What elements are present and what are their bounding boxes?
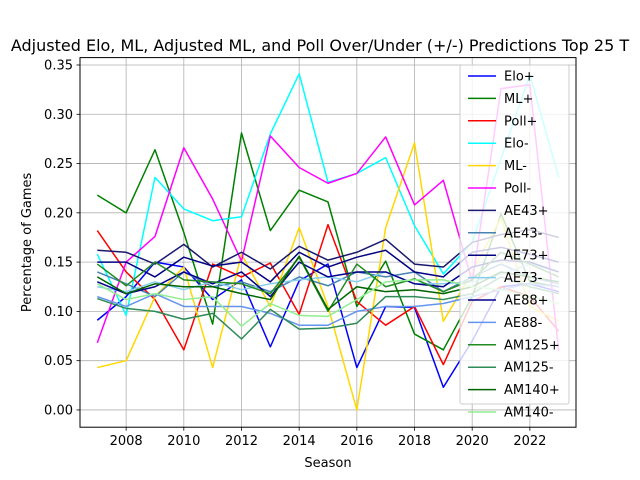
y-axis-label: Percentage of Games [20, 172, 35, 312]
legend-label: AM140- [504, 406, 554, 421]
x-tick-label: 2018 [398, 434, 431, 449]
x-axis-label: Season [304, 456, 351, 471]
legend-label: AE43+ [504, 204, 549, 219]
legend-label: AM125+ [504, 338, 560, 353]
legend: Elo+ ML+ Poll+ Elo- ML- Poll- AE43+ AE43- AE73+ A… [459, 64, 570, 421]
chart-title: Adjusted Elo, ML, Adjusted ML, and Poll … [11, 36, 630, 55]
legend-label: AE73- [504, 271, 543, 286]
y-tick-label: 0.20 [44, 206, 73, 221]
y-tick-label: 0.30 [44, 108, 73, 123]
x-tick-label: 2012 [225, 434, 258, 449]
legend-label: ML+ [504, 92, 533, 107]
legend-label: AE88+ [504, 294, 549, 309]
plot-frame [79, 57, 577, 428]
y-tick-label: 0.05 [44, 354, 73, 369]
legend-label: AE88- [504, 316, 543, 331]
legend-label: ML- [504, 159, 527, 174]
legend-label: AM125- [504, 361, 554, 376]
legend-label: Elo+ [504, 70, 535, 85]
y-tick-label: 0.25 [44, 157, 73, 172]
y-axis: 0.00 0.05 0.10 0.15 0.20 0.25 0.30 0.35 [44, 58, 80, 418]
legend-label: AE73+ [504, 249, 549, 264]
x-tick-label: 2022 [513, 434, 546, 449]
legend-label: Elo- [504, 137, 529, 152]
legend-label: Poll+ [504, 114, 537, 129]
legend-box [459, 64, 570, 405]
legend-label: Poll- [504, 182, 532, 197]
x-tick-label: 2016 [340, 434, 373, 449]
legend-label: AE43- [504, 226, 543, 241]
y-tick-label: 0.10 [44, 305, 73, 320]
y-tick-label: 0.35 [44, 58, 73, 73]
x-tick-label: 2014 [283, 434, 316, 449]
x-tick-label: 2008 [110, 434, 143, 449]
legend-label: AM140+ [504, 383, 560, 398]
y-tick-label: 0.15 [44, 256, 73, 271]
x-tick-label: 2020 [456, 434, 489, 449]
x-tick-label: 2010 [167, 434, 200, 449]
x-axis: 2008 2010 2012 2014 2016 2018 2020 2022 [110, 427, 546, 449]
y-tick-label: 0.00 [44, 403, 73, 418]
